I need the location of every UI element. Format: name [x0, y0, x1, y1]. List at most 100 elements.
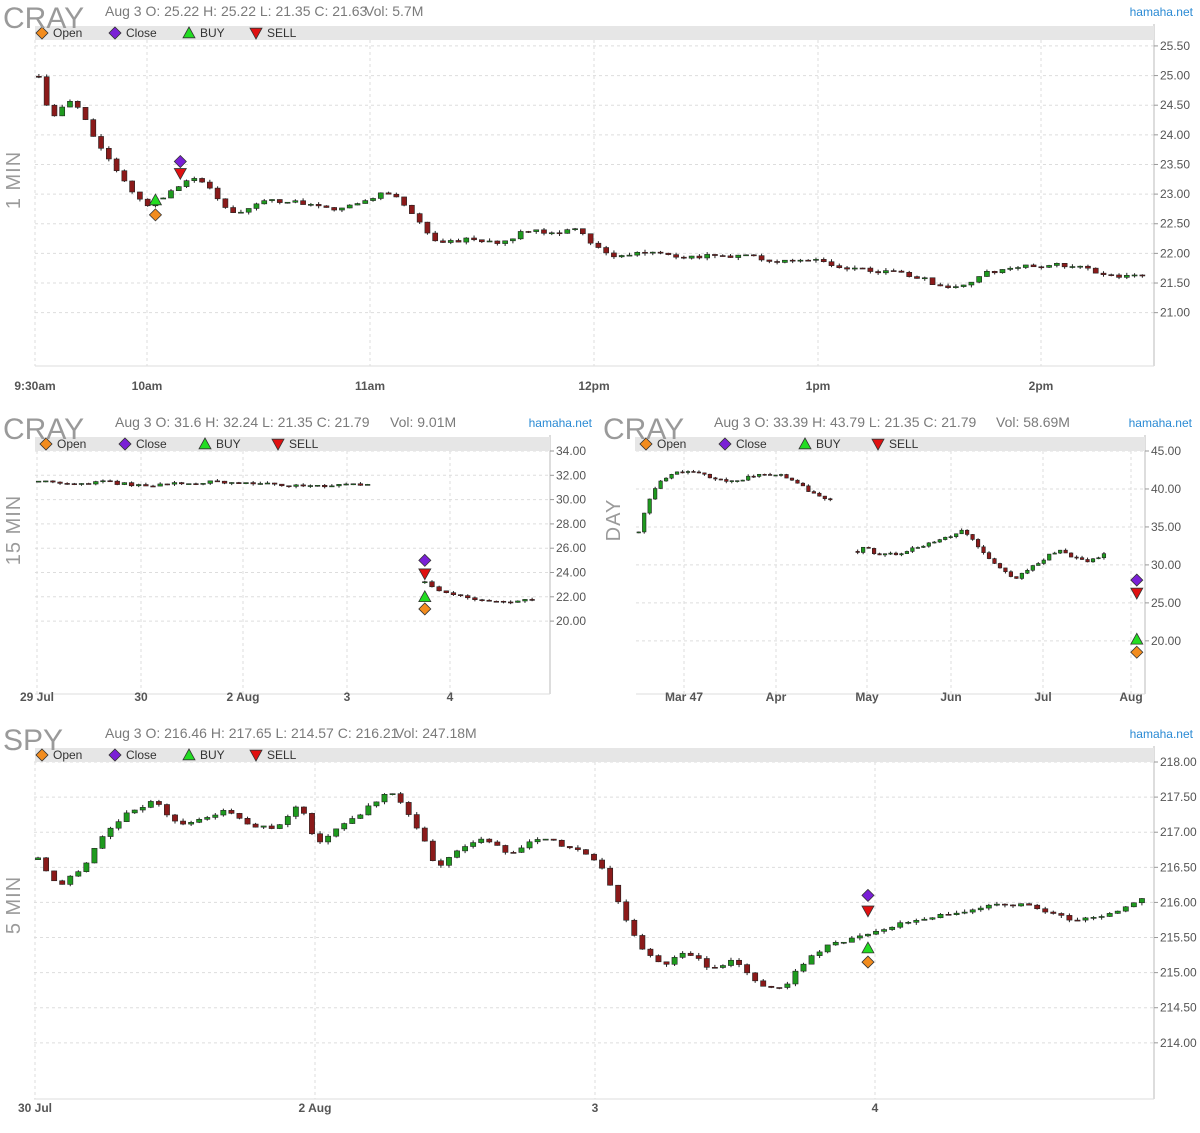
- candle-body: [910, 547, 915, 552]
- buy-marker: [148, 193, 163, 206]
- candle-body: [1106, 913, 1113, 917]
- candle-body: [658, 480, 663, 489]
- candle-body: [292, 200, 299, 203]
- candle-body: [479, 599, 485, 602]
- y-tick-label: 22.50: [1160, 217, 1190, 231]
- candle-body: [350, 483, 356, 486]
- candle-body: [647, 948, 654, 956]
- candle-body: [1108, 274, 1115, 276]
- candle-body: [548, 232, 555, 235]
- candle-body: [1042, 908, 1049, 913]
- candle-body: [1007, 267, 1014, 270]
- candle-body: [977, 907, 984, 911]
- candle-body: [107, 827, 114, 837]
- legend-close-label: Close: [126, 26, 157, 40]
- candle-body: [429, 581, 435, 588]
- buy-marker: [861, 941, 875, 954]
- candle-body: [533, 229, 540, 232]
- candle-body: [214, 480, 221, 483]
- candle-body: [866, 546, 871, 549]
- candle-body: [580, 228, 586, 235]
- candle-body: [1101, 553, 1107, 559]
- candle-body: [865, 933, 871, 937]
- candle-body: [362, 200, 369, 204]
- candle-body: [679, 952, 686, 958]
- y-tick-label: 25.00: [1160, 69, 1190, 83]
- candle-body: [960, 284, 967, 287]
- x-tick-label: 2 Aug: [299, 1101, 332, 1115]
- candle-body: [199, 178, 205, 183]
- candle-body: [984, 271, 990, 277]
- candle-body: [681, 256, 687, 259]
- candle-body: [222, 198, 229, 208]
- candle-body: [1036, 563, 1041, 566]
- candle-body: [642, 251, 648, 254]
- x-tick-label: Apr: [766, 690, 787, 704]
- candle-body: [649, 251, 656, 254]
- candle-body: [315, 204, 322, 207]
- candle-body: [71, 483, 77, 485]
- candle-body: [478, 239, 485, 243]
- candle-body: [1019, 572, 1024, 579]
- chart-panel-5min: 214.00 214.50 215.00 215.50 216.00 216.50 217.…: [0, 722, 1200, 1133]
- candle-body: [276, 199, 283, 203]
- candle-body: [276, 824, 283, 829]
- candles-group: [35, 791, 1145, 990]
- candle-body: [1015, 267, 1021, 269]
- candle-body: [454, 850, 460, 858]
- candle-body: [1038, 266, 1045, 269]
- candle-body: [349, 818, 356, 824]
- candle-body: [43, 76, 50, 106]
- candle-body: [867, 267, 874, 272]
- candle-body: [245, 208, 252, 213]
- y-tick-label: 40.00: [1151, 482, 1181, 496]
- candle-body: [100, 480, 106, 483]
- candle-body: [261, 200, 268, 205]
- candle-body: [236, 813, 243, 819]
- candle-body: [665, 252, 672, 255]
- candle-body: [252, 823, 259, 828]
- candle-body: [981, 546, 986, 553]
- x-tick-label: 4: [447, 690, 454, 704]
- candle-body: [985, 904, 992, 909]
- x-tick-label: 29 Jul: [20, 690, 54, 704]
- x-tick-label: 3: [344, 690, 351, 704]
- candle-body: [493, 600, 499, 603]
- legend-open-label: Open: [657, 437, 686, 451]
- y-tick-label: 21.00: [1160, 306, 1190, 320]
- buy-marker: [418, 589, 432, 603]
- candle-body: [653, 488, 658, 500]
- candle-body: [300, 200, 306, 205]
- candle-body: [574, 847, 581, 850]
- candle-body: [680, 471, 685, 474]
- candle-body: [421, 827, 428, 842]
- candle-body: [999, 269, 1006, 274]
- candle-body: [647, 498, 652, 514]
- candle-body: [341, 823, 348, 830]
- timeframe-label: 1 MIN: [3, 151, 25, 209]
- candle-body: [1054, 262, 1060, 266]
- candle-body: [175, 186, 182, 192]
- brand-label: hamaha.net: [1130, 727, 1194, 741]
- candle-body: [691, 471, 696, 473]
- candle-body: [636, 531, 641, 534]
- y-tick-label: 23.50: [1160, 157, 1190, 171]
- candle-body: [257, 483, 263, 485]
- chart-svg-15min: 20.00 22.00 24.00 26.00 28.00 30.00 32.00 34.00…: [3, 413, 593, 704]
- candle-body: [238, 211, 244, 214]
- candle-body: [822, 495, 827, 500]
- candles-group: [636, 469, 1107, 580]
- candle-body: [806, 485, 811, 492]
- x-tick-label: 10am: [132, 379, 163, 393]
- candle-body: [207, 181, 213, 189]
- candle-body: [997, 563, 1003, 569]
- candle-body: [899, 553, 904, 556]
- candle-body: [1069, 266, 1076, 268]
- candle-body: [711, 967, 718, 969]
- candle-body: [212, 814, 219, 818]
- candle-body: [744, 964, 751, 974]
- buy-marker: [182, 26, 196, 39]
- candle-body: [75, 871, 82, 877]
- legend-close-label: Close: [126, 748, 157, 762]
- x-tick-label: 4: [872, 1101, 879, 1115]
